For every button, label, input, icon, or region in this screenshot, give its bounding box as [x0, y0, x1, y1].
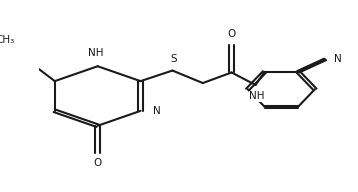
Text: CH₃: CH₃	[0, 35, 15, 45]
Text: N: N	[153, 106, 161, 116]
Text: NH: NH	[88, 48, 104, 58]
Text: O: O	[227, 29, 236, 39]
Text: NH: NH	[250, 91, 265, 101]
Text: S: S	[171, 54, 177, 64]
Text: O: O	[93, 158, 102, 168]
Text: N: N	[334, 54, 341, 64]
